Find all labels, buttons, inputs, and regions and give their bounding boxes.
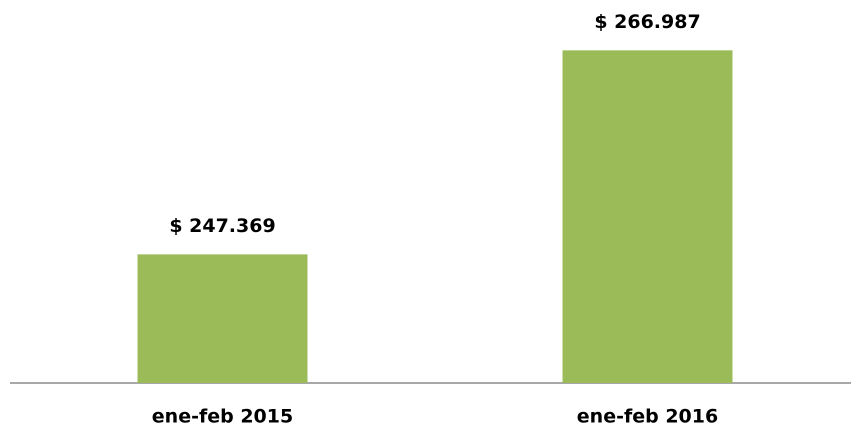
value-label: $ 266.987 <box>594 11 700 33</box>
x-tick-label: ene-feb 2015 <box>152 406 293 428</box>
bar <box>562 50 733 383</box>
value-label: $ 247.369 <box>169 215 275 237</box>
bar <box>137 254 308 383</box>
x-tick-label: ene-feb 2016 <box>577 406 718 428</box>
